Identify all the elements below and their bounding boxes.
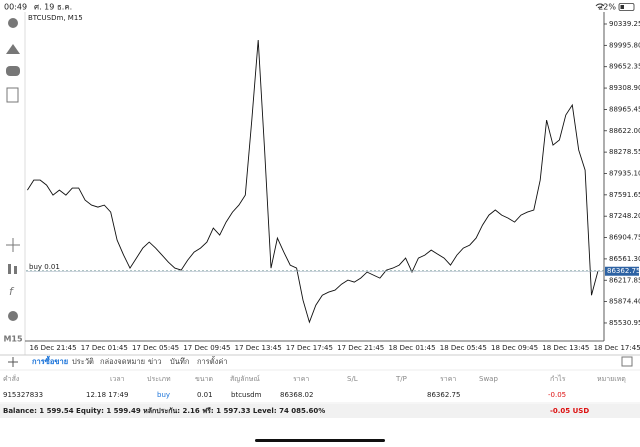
status-battery: 22% xyxy=(598,3,616,12)
status-time: 00:49 xyxy=(4,3,27,12)
chart: 90339.25 89995.80 89652.35 89308.90 88965.45… xyxy=(26,20,640,352)
home-indicator xyxy=(255,439,385,442)
bid-badge xyxy=(605,266,639,276)
tab[interactable]: กล่องจดหมาย xyxy=(100,357,145,366)
y-tick-label: 89995.80 xyxy=(609,41,640,49)
y-tick-label: 86904.75 xyxy=(609,234,640,242)
column-header: ราคา xyxy=(440,375,456,383)
timeframe[interactable]: M15 xyxy=(3,335,23,344)
cell: 86368.02 xyxy=(280,391,313,399)
x-tick-label: 17 Dec 17:45 xyxy=(286,344,333,352)
status-date: ศ. 19 ธ.ค. xyxy=(34,3,72,12)
x-tick-label: 18 Dec 09:45 xyxy=(491,344,538,352)
panel-toggle[interactable] xyxy=(621,356,633,367)
tab[interactable]: ข่าว xyxy=(148,357,162,366)
column-header: Swap xyxy=(479,375,498,383)
tab[interactable]: การซื้อขาย xyxy=(32,355,68,366)
total-profit: -0.05 USD xyxy=(550,407,589,415)
bid-price: 86362.75 xyxy=(607,267,640,275)
x-tick-label: 17 Dec 09:45 xyxy=(183,344,230,352)
y-tick-label: 87248.20 xyxy=(609,212,640,220)
column-header: สัญลักษณ์ xyxy=(230,375,260,383)
column-header: ประเภท xyxy=(147,375,171,383)
trade-table: คำสั่ง เวลา ประเภท ขนาด สัญลักษณ์ ราคา S/L T/P ร… xyxy=(3,374,626,399)
cell: 12.18 17:49 xyxy=(86,391,128,399)
column-header: S/L xyxy=(347,375,358,383)
column-header: ราคา xyxy=(293,375,309,383)
account-icon[interactable] xyxy=(8,18,18,28)
y-tick-label: 87935.10 xyxy=(609,169,640,177)
x-tick-label: 18 Dec 13:45 xyxy=(542,344,589,352)
battery-level xyxy=(620,5,624,9)
y-tick-label: 88965.45 xyxy=(609,105,640,113)
column-header: คำสั่ง xyxy=(3,374,19,383)
crosshair-icon[interactable] xyxy=(6,238,20,252)
y-tick-label: 89308.90 xyxy=(609,84,640,92)
y-tick-label: 85874.40 xyxy=(609,298,640,306)
column-header: T/P xyxy=(395,375,407,383)
wifi-icon xyxy=(595,3,605,9)
tab[interactable]: การตั้งค่า xyxy=(197,356,228,366)
y-tick-label: 89652.35 xyxy=(609,63,640,71)
x-tick-label: 17 Dec 21:45 xyxy=(337,344,384,352)
column-header: ขนาด xyxy=(195,375,213,383)
x-tick-label: 18 Dec 01:45 xyxy=(388,344,435,352)
chart-title: BTCUSDm, M15 xyxy=(28,14,83,22)
add-button[interactable] xyxy=(8,357,18,367)
x-tick-label: 17 Dec 13:45 xyxy=(235,344,282,352)
tab-bar: การซื้อขาย ประวัติ กล่องจดหมาย ข่าว บันทึก กา… xyxy=(32,355,228,366)
cell: -0.05 xyxy=(548,391,566,399)
x-tick-label: 18 Dec 05:45 xyxy=(440,344,487,352)
objects-icon[interactable] xyxy=(8,311,18,321)
y-tick-label: 87591.65 xyxy=(609,191,640,199)
x-tick-label: 17 Dec 05:45 xyxy=(132,344,179,352)
cell: btcusdm xyxy=(231,391,262,399)
toolbar: f M15 xyxy=(3,18,23,344)
y-tick-label: 88622.00 xyxy=(609,127,640,135)
chat-icon[interactable] xyxy=(6,66,20,76)
y-tick-label: 86217.85 xyxy=(609,276,640,284)
y-tick-label: 85530.95 xyxy=(609,319,640,327)
tab[interactable]: ประวัติ xyxy=(72,357,94,366)
battery-icon xyxy=(618,3,635,11)
x-tick-label: 16 Dec 21:45 xyxy=(30,344,77,352)
cell: 0.01 xyxy=(197,391,213,399)
cell: buy xyxy=(157,391,170,399)
account-summary: Balance: 1 599.54 Equity: 1 599.49 หลักป… xyxy=(3,407,325,415)
trade-icon[interactable] xyxy=(6,44,20,54)
y-tick-label: 86561.30 xyxy=(609,255,640,263)
indicator-icon[interactable] xyxy=(8,264,11,274)
indicator-icon-b[interactable] xyxy=(14,266,17,274)
x-tick-label: 18 Dec 17:45 xyxy=(594,344,640,352)
x-tick-label: 17 Dec 01:45 xyxy=(81,344,128,352)
y-tick-label: 88278.55 xyxy=(609,148,640,156)
cell: 915327833 xyxy=(3,391,43,399)
balance-bar xyxy=(0,404,640,418)
tab[interactable]: บันทึก xyxy=(170,357,189,366)
y-tick-label: 90339.25 xyxy=(609,20,640,28)
cell: 86362.75 xyxy=(427,391,460,399)
price-line xyxy=(27,39,599,324)
column-header: หมายเหตุ xyxy=(597,375,626,383)
new-order-icon[interactable] xyxy=(6,87,19,103)
column-header: กำไร xyxy=(550,374,566,383)
order-label: buy 0.01 xyxy=(29,263,60,271)
function-icon[interactable]: f xyxy=(9,285,15,298)
column-header: เวลา xyxy=(110,375,125,383)
